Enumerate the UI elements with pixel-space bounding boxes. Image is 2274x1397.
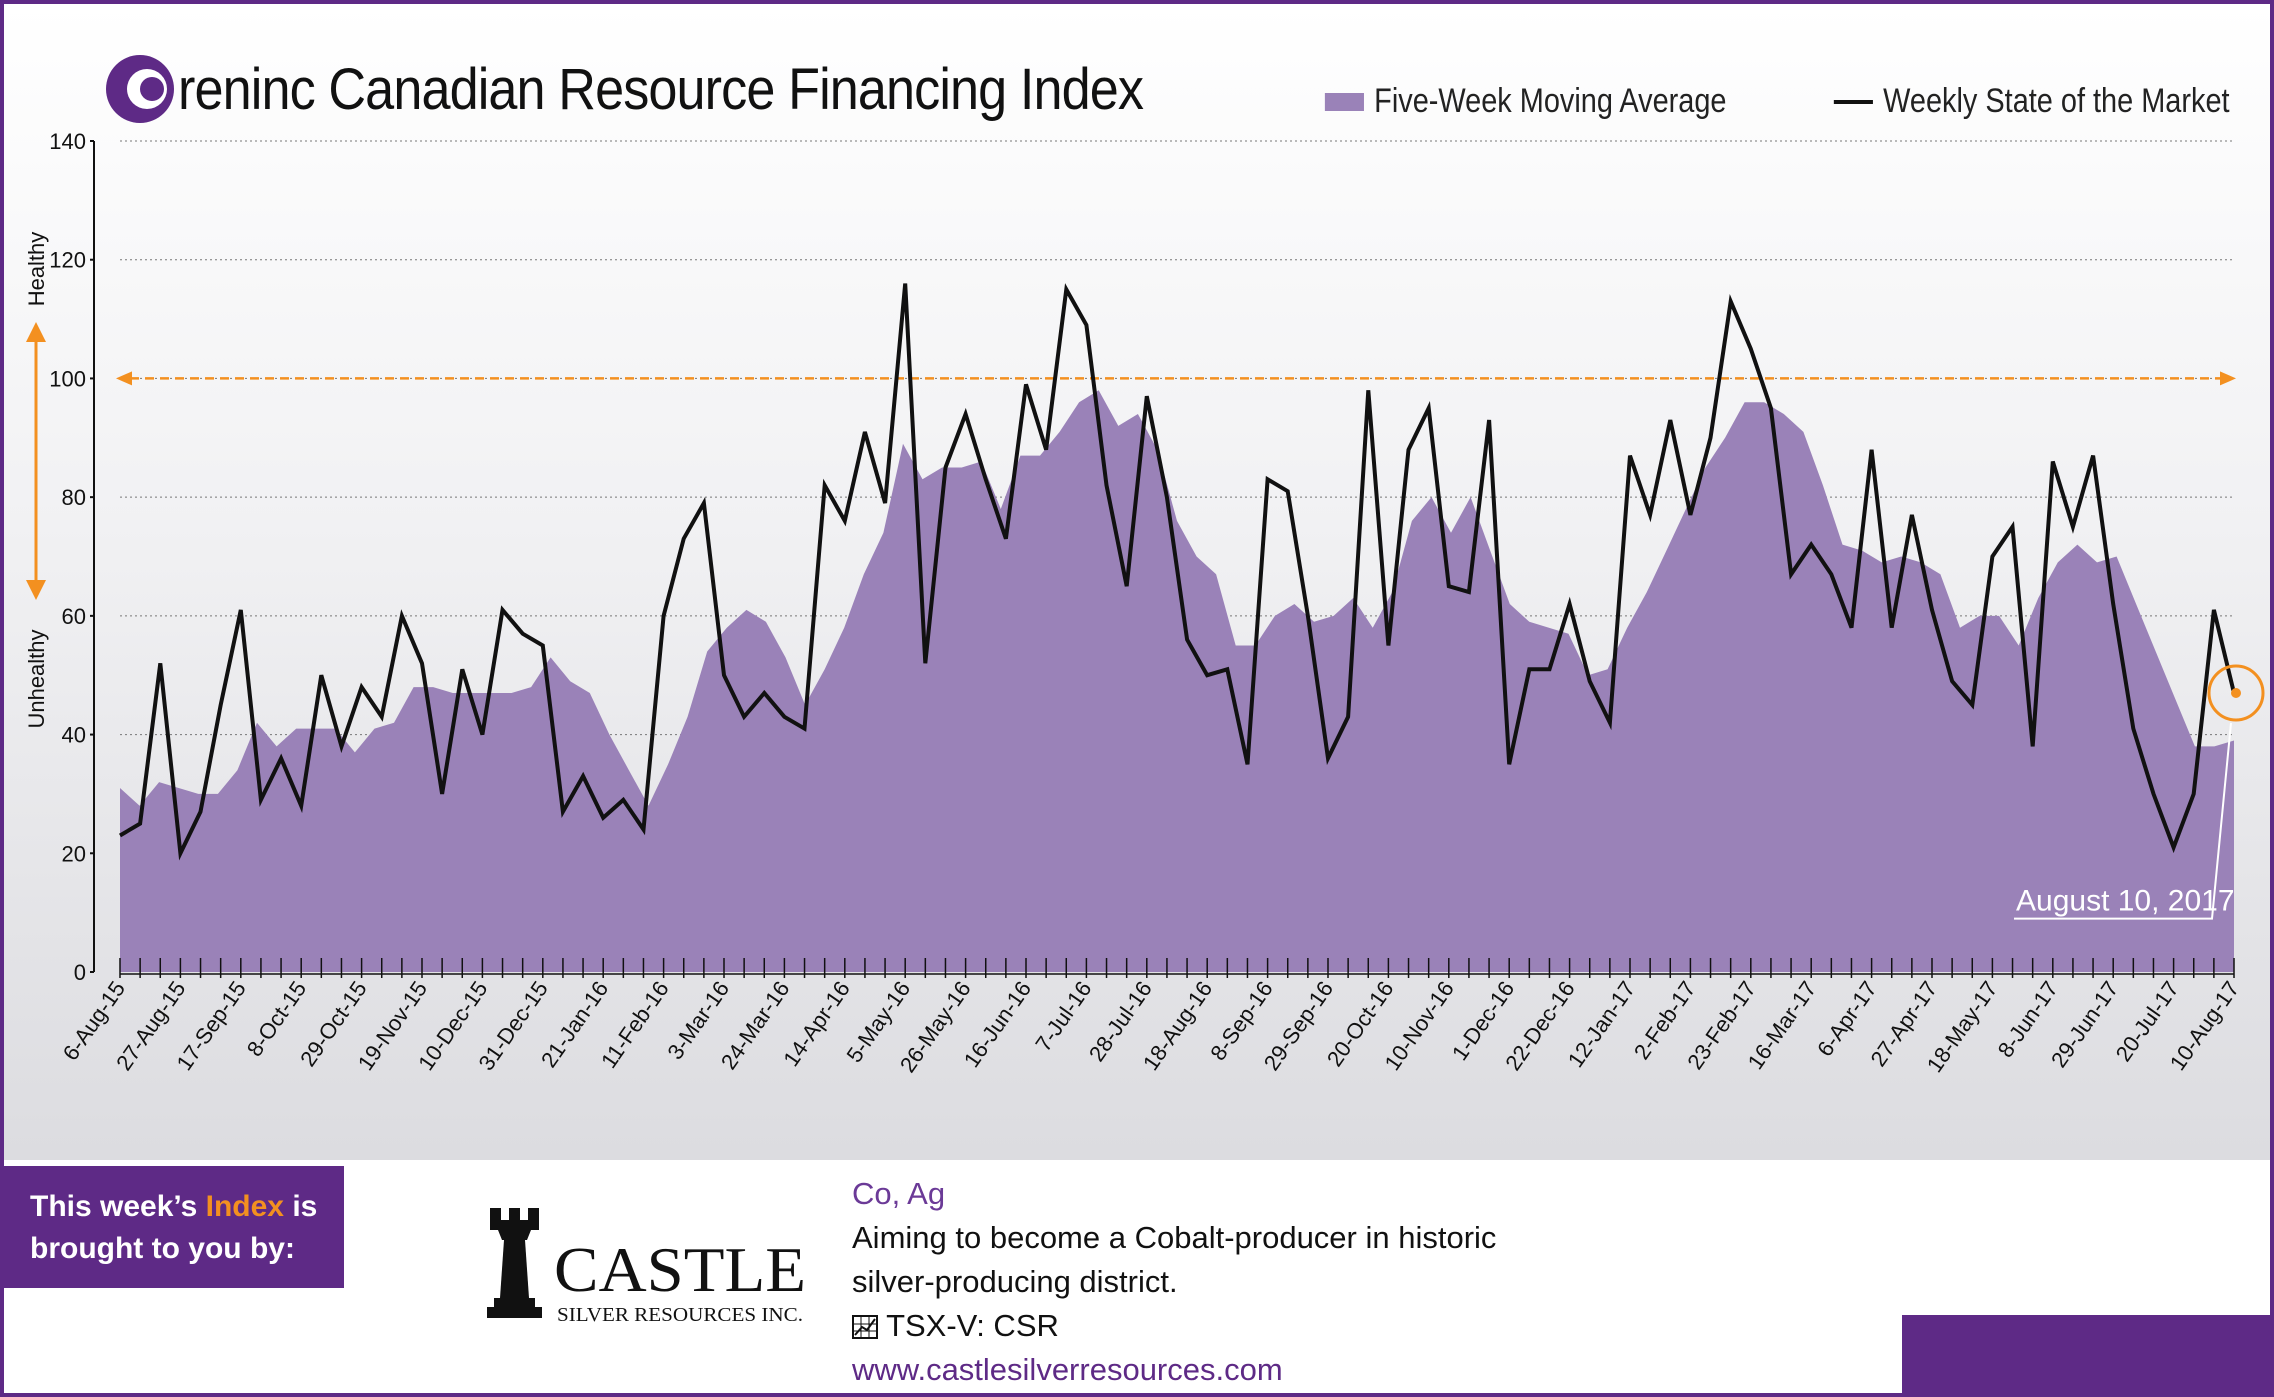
series-moving-average-area <box>120 390 2234 972</box>
chart-legend: Five-Week Moving Average Weekly State of… <box>1254 82 2230 121</box>
castle-subtitle: SILVER RESOURCES INC. <box>557 1304 803 1326</box>
sponsor-intro: This week’s Index is brought to you by: <box>4 1166 344 1288</box>
y-tick-label: 140 <box>49 129 86 154</box>
page-frame: 0 20 40 60 80 100 120 140 6-Aug-15 27-Aug-15 17-Se… <box>4 4 2272 1397</box>
brand-title: reninc Canadian Resource Financing Index <box>100 44 1250 134</box>
castle-logo[interactable]: CASTLE SILVER RESOURCES INC. <box>482 1204 812 1334</box>
sponsor-desc-line2: silver-producing district. <box>852 1264 1178 1300</box>
rook-icon <box>487 1208 542 1318</box>
callout-leader <box>2014 722 2232 920</box>
corner-decoration <box>1902 1315 2272 1397</box>
series-weekly-line <box>118 283 2236 861</box>
y-label-healthy: Healthy <box>24 232 49 307</box>
sponsor-intro-line2: brought to you by: <box>30 1232 295 1265</box>
y-tick-label: 20 <box>62 841 86 866</box>
stock-chart-icon <box>852 1315 878 1340</box>
area-swatch-icon <box>1324 92 1364 111</box>
reference-arrow-right-icon <box>2220 371 2236 386</box>
line-layer <box>118 283 2236 861</box>
legend-item-weekly: Weekly State of the Market <box>1834 82 2230 121</box>
sponsor-website-link[interactable]: www.castlesilverresources.com <box>852 1352 1283 1388</box>
sponsor-desc-line1: Aiming to become a Cobalt-producer in hi… <box>852 1220 1497 1256</box>
chart-panel: 0 20 40 60 80 100 120 140 6-Aug-15 27-Aug-15 17-Se… <box>4 4 2270 1160</box>
side-label-layer: Healthy Unhealthy <box>24 232 49 729</box>
sponsor-info: Co, Ag Aiming to become a Cobalt-produce… <box>852 1172 1496 1392</box>
sponsor-ticker: TSX-V: CSR <box>886 1308 1059 1344</box>
reference-arrow-left-icon <box>116 371 132 386</box>
reference-layer <box>116 371 2236 386</box>
y-tick-label: 120 <box>49 248 86 273</box>
intro-pre: This week’s <box>30 1190 206 1223</box>
health-arrow-down-icon <box>26 580 46 600</box>
castle-wordmark: CASTLE <box>554 1234 806 1305</box>
health-arrow-up-icon <box>26 322 46 342</box>
y-tick-label: 0 <box>74 960 86 985</box>
legend-item-moving-average: Five-Week Moving Average <box>1324 82 1727 121</box>
y-tick-label: 60 <box>62 604 86 629</box>
line-swatch-icon <box>1834 99 1874 104</box>
chart-svg: 0204060801001201406-Aug-1527-Aug-1517-Se… <box>24 129 2265 1077</box>
intro-highlight: Index <box>205 1190 284 1223</box>
title-rest: Canadian Resource Financing Index <box>314 56 1144 122</box>
sponsor-ticker-row: TSX-V: CSR <box>852 1304 1496 1348</box>
title-word: reninc <box>178 56 316 122</box>
legend-label-line: Weekly State of the Market <box>1883 82 2230 120</box>
y-tick-label: 80 <box>62 485 86 510</box>
latest-point-ring-icon <box>2207 664 2265 722</box>
area-layer <box>120 390 2234 972</box>
y-tick-label: 100 <box>49 366 86 391</box>
legend-label-area: Five-Week Moving Average <box>1374 82 1727 120</box>
callout-layer: August 10, 2017 <box>2014 664 2265 920</box>
y-label-unhealthy: Unhealthy <box>24 629 49 728</box>
latest-point-dot <box>2231 688 2241 699</box>
sponsor-tags: Co, Ag <box>852 1176 946 1211</box>
callout-date-label: August 10, 2017 <box>2016 885 2235 918</box>
chart-title: reninc Canadian Resource Financing Index <box>178 56 1144 123</box>
intro-post: is <box>284 1190 318 1223</box>
oreninc-logo-icon <box>106 55 174 123</box>
x-tick-label: 7-Jul-16 <box>1030 977 1096 1056</box>
y-tick-label: 40 <box>62 723 86 748</box>
sponsor-intro-line1: This week’s Index is <box>30 1186 344 1228</box>
